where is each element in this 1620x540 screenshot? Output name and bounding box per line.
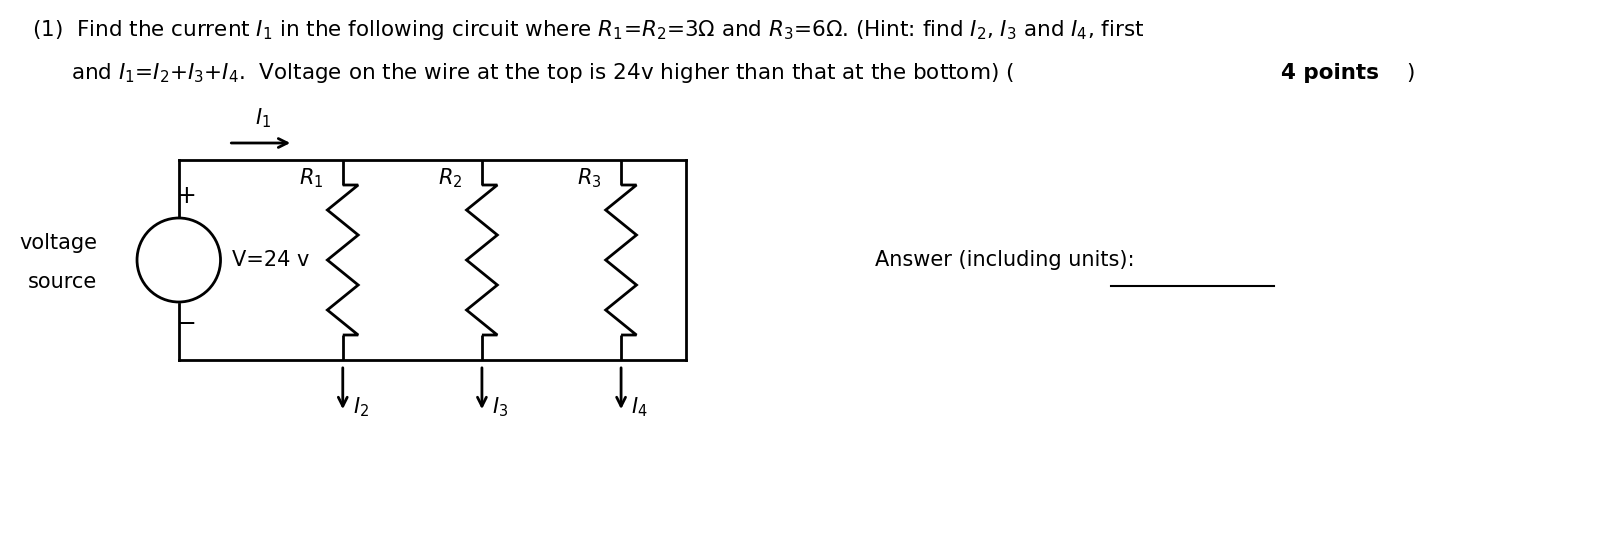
- Text: $I_4$: $I_4$: [632, 395, 648, 419]
- Text: $R_3$: $R_3$: [577, 166, 601, 190]
- Text: $R_2$: $R_2$: [437, 166, 462, 190]
- Text: +: +: [177, 184, 196, 208]
- Text: source: source: [28, 272, 97, 292]
- Text: and $\mathit{I}_1$=$\mathit{I}_2$+$\mathit{I}_3$+$\mathit{I}_4$.  Voltage on the: and $\mathit{I}_1$=$\mathit{I}_2$+$\math…: [71, 61, 1014, 85]
- Text: voltage: voltage: [19, 233, 97, 253]
- Text: $I_2$: $I_2$: [353, 395, 369, 419]
- Text: −: −: [177, 312, 196, 336]
- Text: 4 points: 4 points: [1281, 63, 1379, 83]
- Text: (1)  Find the current $\mathit{I}_1$ in the following circuit where $\mathit{R}_: (1) Find the current $\mathit{I}_1$ in t…: [32, 18, 1144, 42]
- Text: $R_1$: $R_1$: [298, 166, 322, 190]
- Text: $I_3$: $I_3$: [492, 395, 509, 419]
- Text: Answer (including units):: Answer (including units):: [875, 250, 1134, 270]
- Text: V=24 v: V=24 v: [232, 250, 309, 270]
- Text: ): ): [1406, 63, 1414, 83]
- Text: $I_1$: $I_1$: [256, 106, 271, 130]
